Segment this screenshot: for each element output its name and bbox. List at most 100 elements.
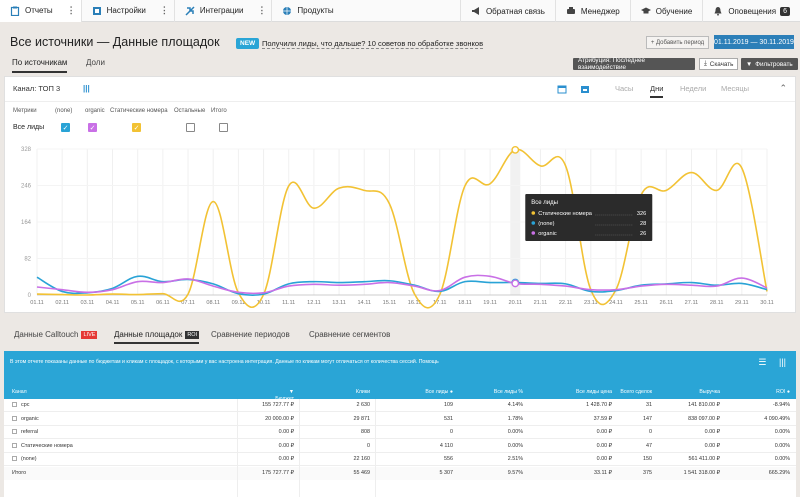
nav-products[interactable]: Продукты (272, 0, 339, 22)
nav-reports[interactable]: Отчеты ⋮ (0, 0, 81, 22)
table-cell: 22 160 (353, 456, 371, 462)
table-cell: 55 469 (353, 469, 371, 476)
calendar-compare-icon[interactable] (580, 84, 590, 94)
bar-chart-icon[interactable]: ||| (83, 84, 90, 93)
integrations-icon (185, 5, 195, 16)
date-range-picker[interactable]: 01.11.2019 — 30.11.2019 (714, 35, 794, 49)
sort-lines-icon[interactable]: ☰ (758, 357, 767, 367)
header-all-leads-price[interactable]: Все лиды цена (575, 389, 612, 395)
tab-compare-segments[interactable]: Сравнение сегментов (309, 330, 391, 339)
period-tab-hours[interactable]: Часы (615, 84, 634, 93)
header-all-leads[interactable]: Все лиды ● (399, 389, 453, 395)
expand-icon[interactable] (12, 456, 17, 462)
x-tick-label: 25.11 (634, 300, 648, 306)
table-row[interactable]: cpc 155 727.77 ₽ 2 630 109 4.14% 1 428.70 ₽ 31… (4, 399, 796, 412)
tooltip-dot (531, 221, 536, 225)
checkbox-other[interactable] (186, 123, 195, 132)
period-tab-months[interactable]: Месяцы (721, 84, 750, 93)
kebab-icon[interactable]: ⋮ (159, 5, 169, 15)
nav-feedback-label: Обратная связь (485, 6, 545, 16)
period-tab-days[interactable]: Дни (650, 84, 664, 98)
attribution-button[interactable]: Атрибуция: Последнее взаимодействие (573, 57, 695, 71)
table-cell: 0.00% (774, 442, 790, 449)
nav-integrations[interactable]: Интеграции ⋮ (175, 0, 272, 22)
expand-icon[interactable] (12, 402, 17, 408)
y-tick-label: 0 (28, 293, 32, 299)
nav-feedback[interactable]: Обратная связь (459, 0, 555, 22)
kebab-icon[interactable]: ⋮ (257, 5, 266, 15)
tab-platforms[interactable]: Данные площадок ROI (114, 330, 200, 344)
new-badge: NEW (236, 38, 260, 49)
nav-integrations-label: Интеграции (199, 6, 244, 15)
expand-icon[interactable] (12, 442, 17, 448)
channel-name: referral (21, 429, 39, 435)
report-tabs: По источникам Доли Атрибуция: Последнее … (0, 57, 800, 74)
x-tick-label: 01.11 (30, 300, 44, 306)
x-tick-label: 22.11 (559, 300, 573, 306)
header-deals[interactable]: Всего сделок (620, 389, 652, 395)
header-roi[interactable]: ROI ● (744, 389, 790, 395)
tooltip-dot (531, 231, 536, 235)
channel-selector[interactable]: Канал: ТОП 3 (13, 84, 61, 93)
table-total-row: Итого 175 727.77 ₽ 55 469 5 307 9.57% 33.11 ₽… (4, 466, 796, 480)
nav-settings[interactable]: Настройки ⋮ (82, 0, 174, 22)
header-revenue[interactable]: Выручка (699, 389, 720, 395)
metric-col-organic: organic (85, 108, 105, 114)
nav-divider (173, 0, 175, 22)
table-cell: 0.00 ₽ (704, 442, 720, 449)
checkbox-none[interactable]: ✓ (61, 123, 70, 132)
header-clicks[interactable]: Клики (355, 389, 370, 395)
nav-notifications[interactable]: Оповещения 6 (702, 0, 800, 22)
sort-arrow-icon: ▼ (288, 389, 294, 395)
metrics-header: Метрики (13, 108, 37, 114)
tab-by-sources[interactable]: По источникам (12, 58, 68, 73)
metric-row-all-leads: Все лиды (13, 124, 45, 131)
expand-icon[interactable] (12, 415, 17, 421)
checkbox-static[interactable]: ✓ (132, 123, 141, 132)
calendar-icon[interactable] (557, 84, 567, 94)
tab-compare-periods[interactable]: Сравнение периодов (211, 330, 290, 339)
header-all-leads-label: Все лиды (425, 389, 449, 395)
table-row[interactable]: referral 0.00 ₽ 808 0 0.00% 0.00 ₽ 0 0.00 ₽ 0.00… (4, 426, 796, 439)
checkbox-total[interactable] (219, 123, 228, 132)
table-row[interactable]: Статические номера 0.00 ₽ 0 4 110 0.00% 0.00 … (4, 439, 796, 453)
tips-link[interactable]: Получили лиды, что дальше? 10 советов по… (262, 39, 484, 49)
nav-manager[interactable]: Менеджер (554, 0, 630, 22)
column-separator (237, 399, 238, 497)
download-button[interactable]: ⤓ Скачать (699, 58, 739, 70)
filter-button[interactable]: ▼ Фильтровать (741, 58, 798, 70)
header-channel[interactable]: Канал (12, 389, 27, 395)
tab-shares[interactable]: Доли (86, 58, 105, 67)
tab-calltouch[interactable]: Данные Calltouch LIVE (14, 330, 98, 339)
nav-learning[interactable]: Обучение (629, 0, 703, 22)
x-tick-label: 20.11 (508, 300, 522, 306)
add-period-button[interactable]: + Добавить период (646, 36, 709, 49)
kebab-icon[interactable]: ⋮ (66, 5, 76, 15)
x-tick-label: 08.11 (206, 300, 220, 306)
x-tick-label: 26.11 (660, 300, 674, 306)
table-cell: 175 727.77 ₽ (262, 469, 294, 476)
table-cell: 109 (444, 402, 453, 408)
period-tab-weeks[interactable]: Недели (680, 84, 707, 93)
x-tick-label: 23.11 (584, 300, 598, 306)
series-line (36, 275, 768, 297)
column-separator (375, 399, 376, 497)
table-cell: 1.78% (507, 415, 523, 422)
bell-icon (714, 7, 722, 16)
y-tick-label: 328 (21, 147, 32, 153)
tab-platforms-label: Данные площадок (114, 330, 183, 339)
graduation-cap-icon (640, 7, 651, 14)
table-row[interactable]: organic 20 000.00 ₽ 29 871 531 1.78% 37.59 ₽ 1… (4, 412, 796, 426)
collapse-chevron-icon[interactable]: ⌃ (779, 83, 787, 93)
x-tick-label: 14.11 (357, 300, 371, 306)
table-cell: 0.00% (774, 456, 790, 462)
x-tick-label: 24.11 (609, 300, 623, 306)
expand-icon[interactable] (12, 429, 17, 435)
header-all-leads-pct[interactable]: Все лиды % (493, 389, 523, 395)
tab-calltouch-label: Данные Calltouch (14, 330, 79, 339)
checkbox-organic[interactable]: ✓ (88, 123, 97, 132)
channel-name: (none) (21, 456, 37, 462)
columns-icon[interactable]: ||| (778, 357, 786, 367)
table-row[interactable]: (none) 0.00 ₽ 22 160 556 2.51% 0.00 ₽ 150 561 4… (4, 453, 796, 466)
y-tick-label: 164 (21, 220, 32, 226)
